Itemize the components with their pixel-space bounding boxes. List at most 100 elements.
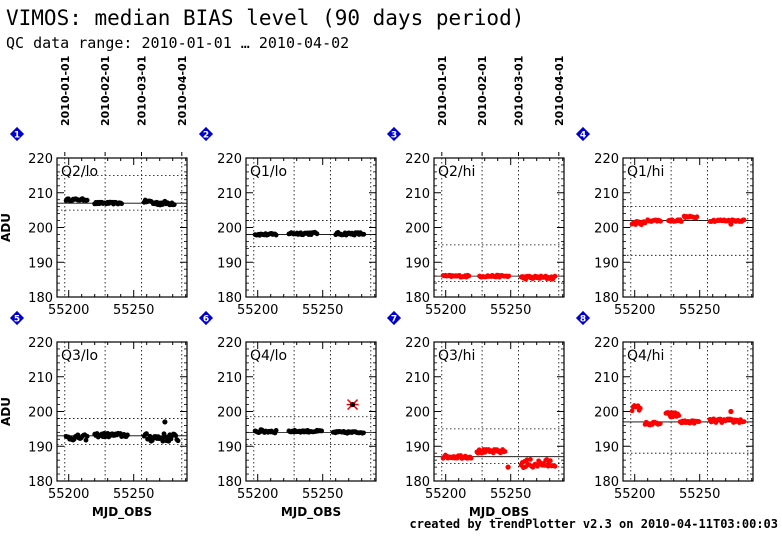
x-tick-label: 55200 xyxy=(614,303,655,318)
data-point xyxy=(175,438,181,444)
data-point xyxy=(552,273,558,279)
data-point xyxy=(273,232,279,238)
y-tick-label: 190 xyxy=(405,256,430,271)
panel-badge-diamond xyxy=(575,126,591,142)
data-point xyxy=(696,419,702,424)
panel-6: 6 180 190 200 210 220 55200 55250 Q4/lo MJD_OBS xyxy=(198,310,377,520)
date-tick-label: 2010-03-01 xyxy=(136,56,149,126)
y-tick-label: 220 xyxy=(594,336,619,351)
y-tick-label: 200 xyxy=(405,406,430,421)
data-point xyxy=(676,413,682,418)
data-point xyxy=(273,428,279,433)
data-point xyxy=(314,231,320,237)
chart-title: VIMOS: median BIAS level (90 days period… xyxy=(6,6,525,30)
x-tick-label: 55200 xyxy=(425,487,466,502)
y-tick-label: 180 xyxy=(217,475,242,490)
date-tick-label: 2010-04-01 xyxy=(553,56,566,126)
x-tick-label: 55250 xyxy=(679,303,720,318)
date-tick-label: 2010-02-01 xyxy=(99,56,112,126)
y-tick-label: 200 xyxy=(217,406,242,421)
x-tick-label: 55200 xyxy=(237,303,278,318)
data-point xyxy=(319,428,325,434)
data-point xyxy=(678,219,684,224)
x-tick-label: 55200 xyxy=(48,303,89,318)
panel-badge-number: 8 xyxy=(580,315,586,325)
y-tick-label: 210 xyxy=(405,371,430,386)
panel-4: 4 180 190 200 210 220 55200 55250 Q1/hi xyxy=(575,126,754,318)
data-point xyxy=(171,202,177,208)
data-point xyxy=(524,457,530,463)
panel-badge-number: 6 xyxy=(203,315,209,325)
y-tick-label: 190 xyxy=(405,440,430,455)
x-axis-label: MJD_OBS xyxy=(469,505,529,520)
y-tick-label: 190 xyxy=(28,256,53,271)
y-tick-label: 180 xyxy=(28,291,53,306)
y-tick-label: 180 xyxy=(594,475,619,490)
date-tick-label: 2010-02-01 xyxy=(476,56,489,126)
data-point xyxy=(694,214,700,220)
panel-8: 8 180 190 200 210 220 55200 55250 Q4/hi xyxy=(575,310,754,502)
panel-label: Q1/lo xyxy=(250,164,287,180)
y-tick-label: 180 xyxy=(594,291,619,306)
x-tick-label: 55250 xyxy=(113,487,154,502)
panel-badge-diamond xyxy=(575,310,591,326)
date-tick-label: 2010-03-01 xyxy=(513,56,526,126)
y-tick-label: 200 xyxy=(28,222,53,237)
data-point xyxy=(741,217,747,223)
panel-label: Q2/lo xyxy=(61,164,98,180)
y-tick-label: 220 xyxy=(405,336,430,351)
panel-3: 3 180 190 200 210 220 55200 55250 2010-01-01 2010… xyxy=(386,56,566,318)
data-point xyxy=(552,463,558,469)
panel-label: Q3/lo xyxy=(61,348,98,364)
data-point xyxy=(670,414,676,420)
data-point xyxy=(144,431,149,437)
data-point xyxy=(84,433,90,439)
footer-credit: created by trendPlotter v2.3 on 2010-04-… xyxy=(409,517,778,531)
outlier-point xyxy=(162,419,168,425)
y-tick-label: 180 xyxy=(217,291,242,306)
panel-badge-diamond xyxy=(198,126,214,142)
data-point xyxy=(637,405,643,411)
data-point xyxy=(466,273,472,279)
y-tick-label: 190 xyxy=(594,440,619,455)
outlier-point xyxy=(505,464,511,470)
data-point xyxy=(642,220,648,226)
data-point xyxy=(160,438,166,444)
panel-badge-diamond xyxy=(9,310,25,326)
data-point xyxy=(468,455,474,461)
y-tick-label: 210 xyxy=(217,371,242,386)
data-point xyxy=(657,421,663,426)
date-tick-label: 2010-01-01 xyxy=(59,56,72,126)
panel-label: Q2/hi xyxy=(438,164,475,180)
panel-badge-diamond xyxy=(198,310,214,326)
data-point xyxy=(658,218,663,224)
data-point xyxy=(119,201,125,207)
x-tick-label: 55200 xyxy=(237,487,278,502)
y-tick-label: 210 xyxy=(217,187,242,202)
x-axis-label: MJD_OBS xyxy=(281,505,341,520)
y-tick-label: 220 xyxy=(217,152,242,167)
date-tick-label: 2010-04-01 xyxy=(176,56,189,126)
chart-subtitle: QC data range: 2010-01-01 … 2010-04-02 xyxy=(6,34,350,52)
y-tick-label: 200 xyxy=(594,406,619,421)
x-tick-label: 55250 xyxy=(302,303,343,318)
data-point xyxy=(84,197,90,203)
data-point xyxy=(528,457,533,462)
data-point xyxy=(629,408,635,414)
panel-badge-number: 1 xyxy=(14,131,20,141)
y-tick-label: 210 xyxy=(594,187,619,202)
x-tick-label: 55250 xyxy=(302,487,343,502)
x-tick-label: 55200 xyxy=(48,487,89,502)
data-point xyxy=(173,433,179,439)
x-tick-label: 55250 xyxy=(490,303,531,318)
panel-2: 2 180 190 200 210 220 55200 55250 Q1/lo xyxy=(198,126,377,318)
y-tick-label: 210 xyxy=(405,187,430,202)
x-tick-label: 55200 xyxy=(425,303,466,318)
panel-badge-number: 5 xyxy=(14,315,20,325)
y-axis-label: ADU xyxy=(0,213,13,242)
y-tick-label: 190 xyxy=(217,256,242,271)
x-axis-label: MJD_OBS xyxy=(92,505,152,520)
panel-label: Q4/hi xyxy=(627,348,664,364)
data-point xyxy=(147,433,153,439)
